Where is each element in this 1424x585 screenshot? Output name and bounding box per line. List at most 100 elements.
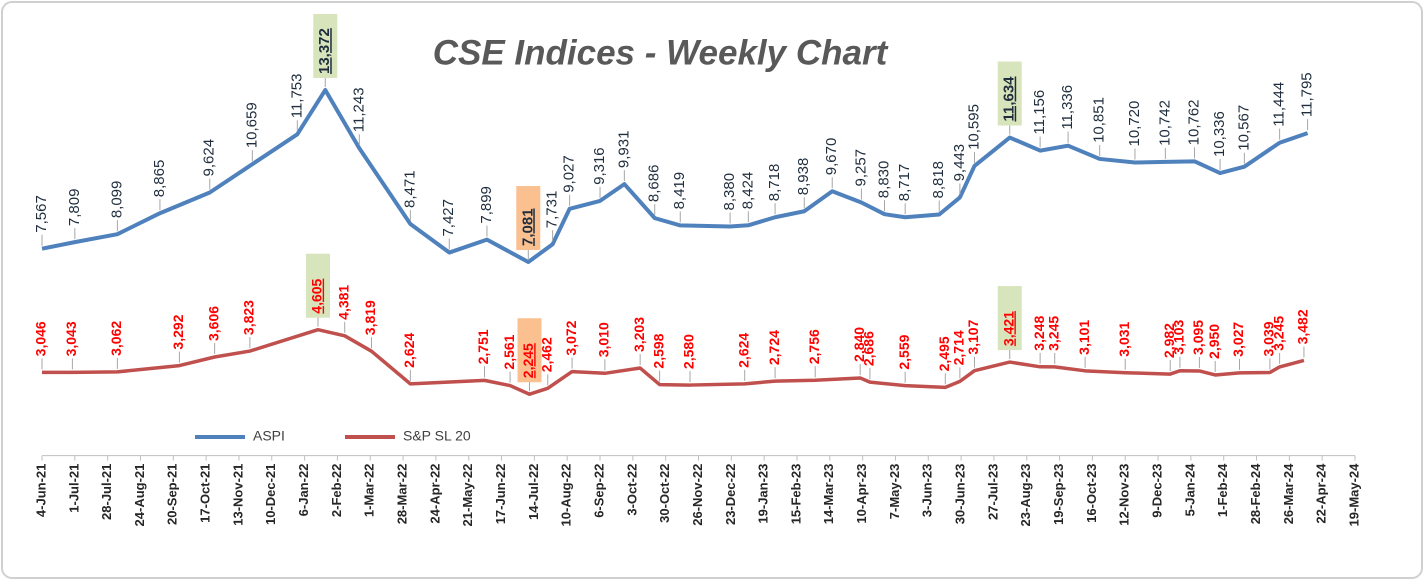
data-label: 3,421 <box>1000 311 1016 346</box>
x-tick-label: 1-Feb-24 <box>1215 463 1230 517</box>
data-label: 2,559 <box>896 334 912 369</box>
x-tick-label: 15-Feb-23 <box>788 464 803 525</box>
x-tick-label: 17-Oct-21 <box>198 464 213 523</box>
data-label: 4,381 <box>335 285 351 320</box>
data-label: 3,103 <box>1171 320 1187 355</box>
data-label: 3,606 <box>205 306 221 341</box>
data-label: 10,720 <box>1126 101 1143 147</box>
x-tick-label: 14-Jul-22 <box>526 464 541 520</box>
x-tick-label: 9-Dec-23 <box>1149 464 1164 518</box>
x-tick-label: 21-May-22 <box>460 464 475 527</box>
data-label: 2,245 <box>520 343 536 378</box>
label-highlight <box>305 253 330 318</box>
data-label: 3,482 <box>1295 309 1311 344</box>
data-label: 3,823 <box>241 300 257 335</box>
data-label: 3,245 <box>1045 316 1061 351</box>
x-tick-label: 1-Jul-21 <box>66 464 81 513</box>
data-label: 8,380 <box>721 173 738 211</box>
data-label: 11,753 <box>288 74 305 119</box>
data-label: 9,624 <box>201 139 218 177</box>
x-tick-label: 10-Dec-21 <box>263 464 278 525</box>
data-label: 3,062 <box>108 321 124 356</box>
data-label: 2,724 <box>766 330 782 365</box>
x-tick-label: 12-Nov-23 <box>1117 464 1132 526</box>
data-label: 8,830 <box>875 161 892 199</box>
x-tick-label: 2-Feb-22 <box>329 464 344 517</box>
label-highlight <box>313 14 338 79</box>
data-label: 8,865 <box>151 160 168 198</box>
data-label: 2,598 <box>650 333 666 368</box>
data-label: 4,605 <box>309 278 325 313</box>
x-tick-label: 30-Jun-23 <box>953 464 968 525</box>
data-label: 10,742 <box>1156 100 1173 146</box>
x-tick-label: 28-Jul-21 <box>99 464 114 520</box>
data-label: 3,043 <box>63 321 79 356</box>
x-tick-label: 3-Oct-22 <box>624 464 639 516</box>
data-label: 10,659 <box>243 102 260 148</box>
x-tick-label: 19-Sep-23 <box>1051 464 1066 525</box>
chart-title: CSE Indices - Weekly Chart <box>433 33 889 72</box>
data-label: 9,316 <box>591 147 608 185</box>
data-label: 11,336 <box>1059 85 1076 130</box>
series-line <box>41 88 1309 265</box>
data-label: 2,462 <box>538 337 554 372</box>
x-tick-label: 16-Oct-23 <box>1084 464 1099 523</box>
x-tick-label: 5-Jan-24 <box>1182 463 1197 517</box>
x-tick-label: 7-May-23 <box>887 464 902 520</box>
x-tick-label: 27-Jul-23 <box>985 464 1000 520</box>
data-label: 2,561 <box>501 334 517 369</box>
data-label: 8,717 <box>896 164 913 202</box>
data-label: 3,292 <box>170 314 186 349</box>
x-tick-label: 26-Nov-22 <box>690 464 705 526</box>
data-label: 7,809 <box>66 189 83 227</box>
legend-label: S&P SL 20 <box>403 428 471 444</box>
data-label: 13,372 <box>316 28 333 74</box>
data-label: 8,686 <box>646 165 663 203</box>
series-line <box>41 327 1305 396</box>
data-label: 3,107 <box>965 319 981 354</box>
data-label: 2,624 <box>401 333 417 368</box>
data-label: 3,095 <box>1190 320 1206 355</box>
data-label: 7,731 <box>544 191 561 229</box>
x-tick-label: 23-Dec-22 <box>723 464 738 525</box>
x-tick-label: 20-Sep-21 <box>165 464 180 525</box>
data-label: 11,156 <box>1031 90 1048 135</box>
data-label: 11,243 <box>350 87 367 132</box>
data-label: 8,818 <box>930 161 947 199</box>
data-label: 8,471 <box>401 170 418 208</box>
data-label: 2,714 <box>951 330 967 365</box>
data-label: 8,099 <box>108 181 125 219</box>
data-label: 2,756 <box>806 329 822 364</box>
label-highlight <box>997 61 1022 126</box>
data-label: 10,336 <box>1211 111 1228 157</box>
data-label: 3,031 <box>1116 321 1132 356</box>
data-label: 2,686 <box>861 331 877 366</box>
data-label: 2,840 <box>851 327 867 362</box>
x-tick-label: 24-Apr-22 <box>427 464 442 524</box>
x-tick-label: 30-Oct-22 <box>657 464 672 523</box>
x-tick-label: 14-Mar-23 <box>821 464 836 525</box>
data-label: 10,851 <box>1091 97 1108 143</box>
data-label: 3,248 <box>1031 316 1047 351</box>
data-label: 9,027 <box>561 155 578 193</box>
x-tick-label: 28-Mar-22 <box>395 464 410 525</box>
label-highlight <box>517 318 542 383</box>
x-tick-label: 13-Nov-21 <box>230 464 245 526</box>
x-tick-label: 23-Aug-23 <box>1018 464 1033 527</box>
data-label: 7,427 <box>440 199 457 237</box>
data-label: 2,624 <box>735 333 751 368</box>
data-label: 3,072 <box>563 320 579 355</box>
data-label: 10,595 <box>965 104 982 150</box>
legend-label: ASPI <box>253 428 285 444</box>
data-label: 3,010 <box>596 322 612 357</box>
data-label: 10,567 <box>1235 105 1252 151</box>
x-tick-label: 26-Mar-24 <box>1281 463 1296 524</box>
data-label: 7,899 <box>478 186 495 224</box>
data-label: 3,101 <box>1076 320 1092 355</box>
data-label: 3,245 <box>1270 316 1286 351</box>
x-tick-label: 19-Jan-23 <box>756 464 771 524</box>
data-label: 3,039 <box>1261 321 1277 356</box>
data-label: 3,819 <box>362 300 378 335</box>
